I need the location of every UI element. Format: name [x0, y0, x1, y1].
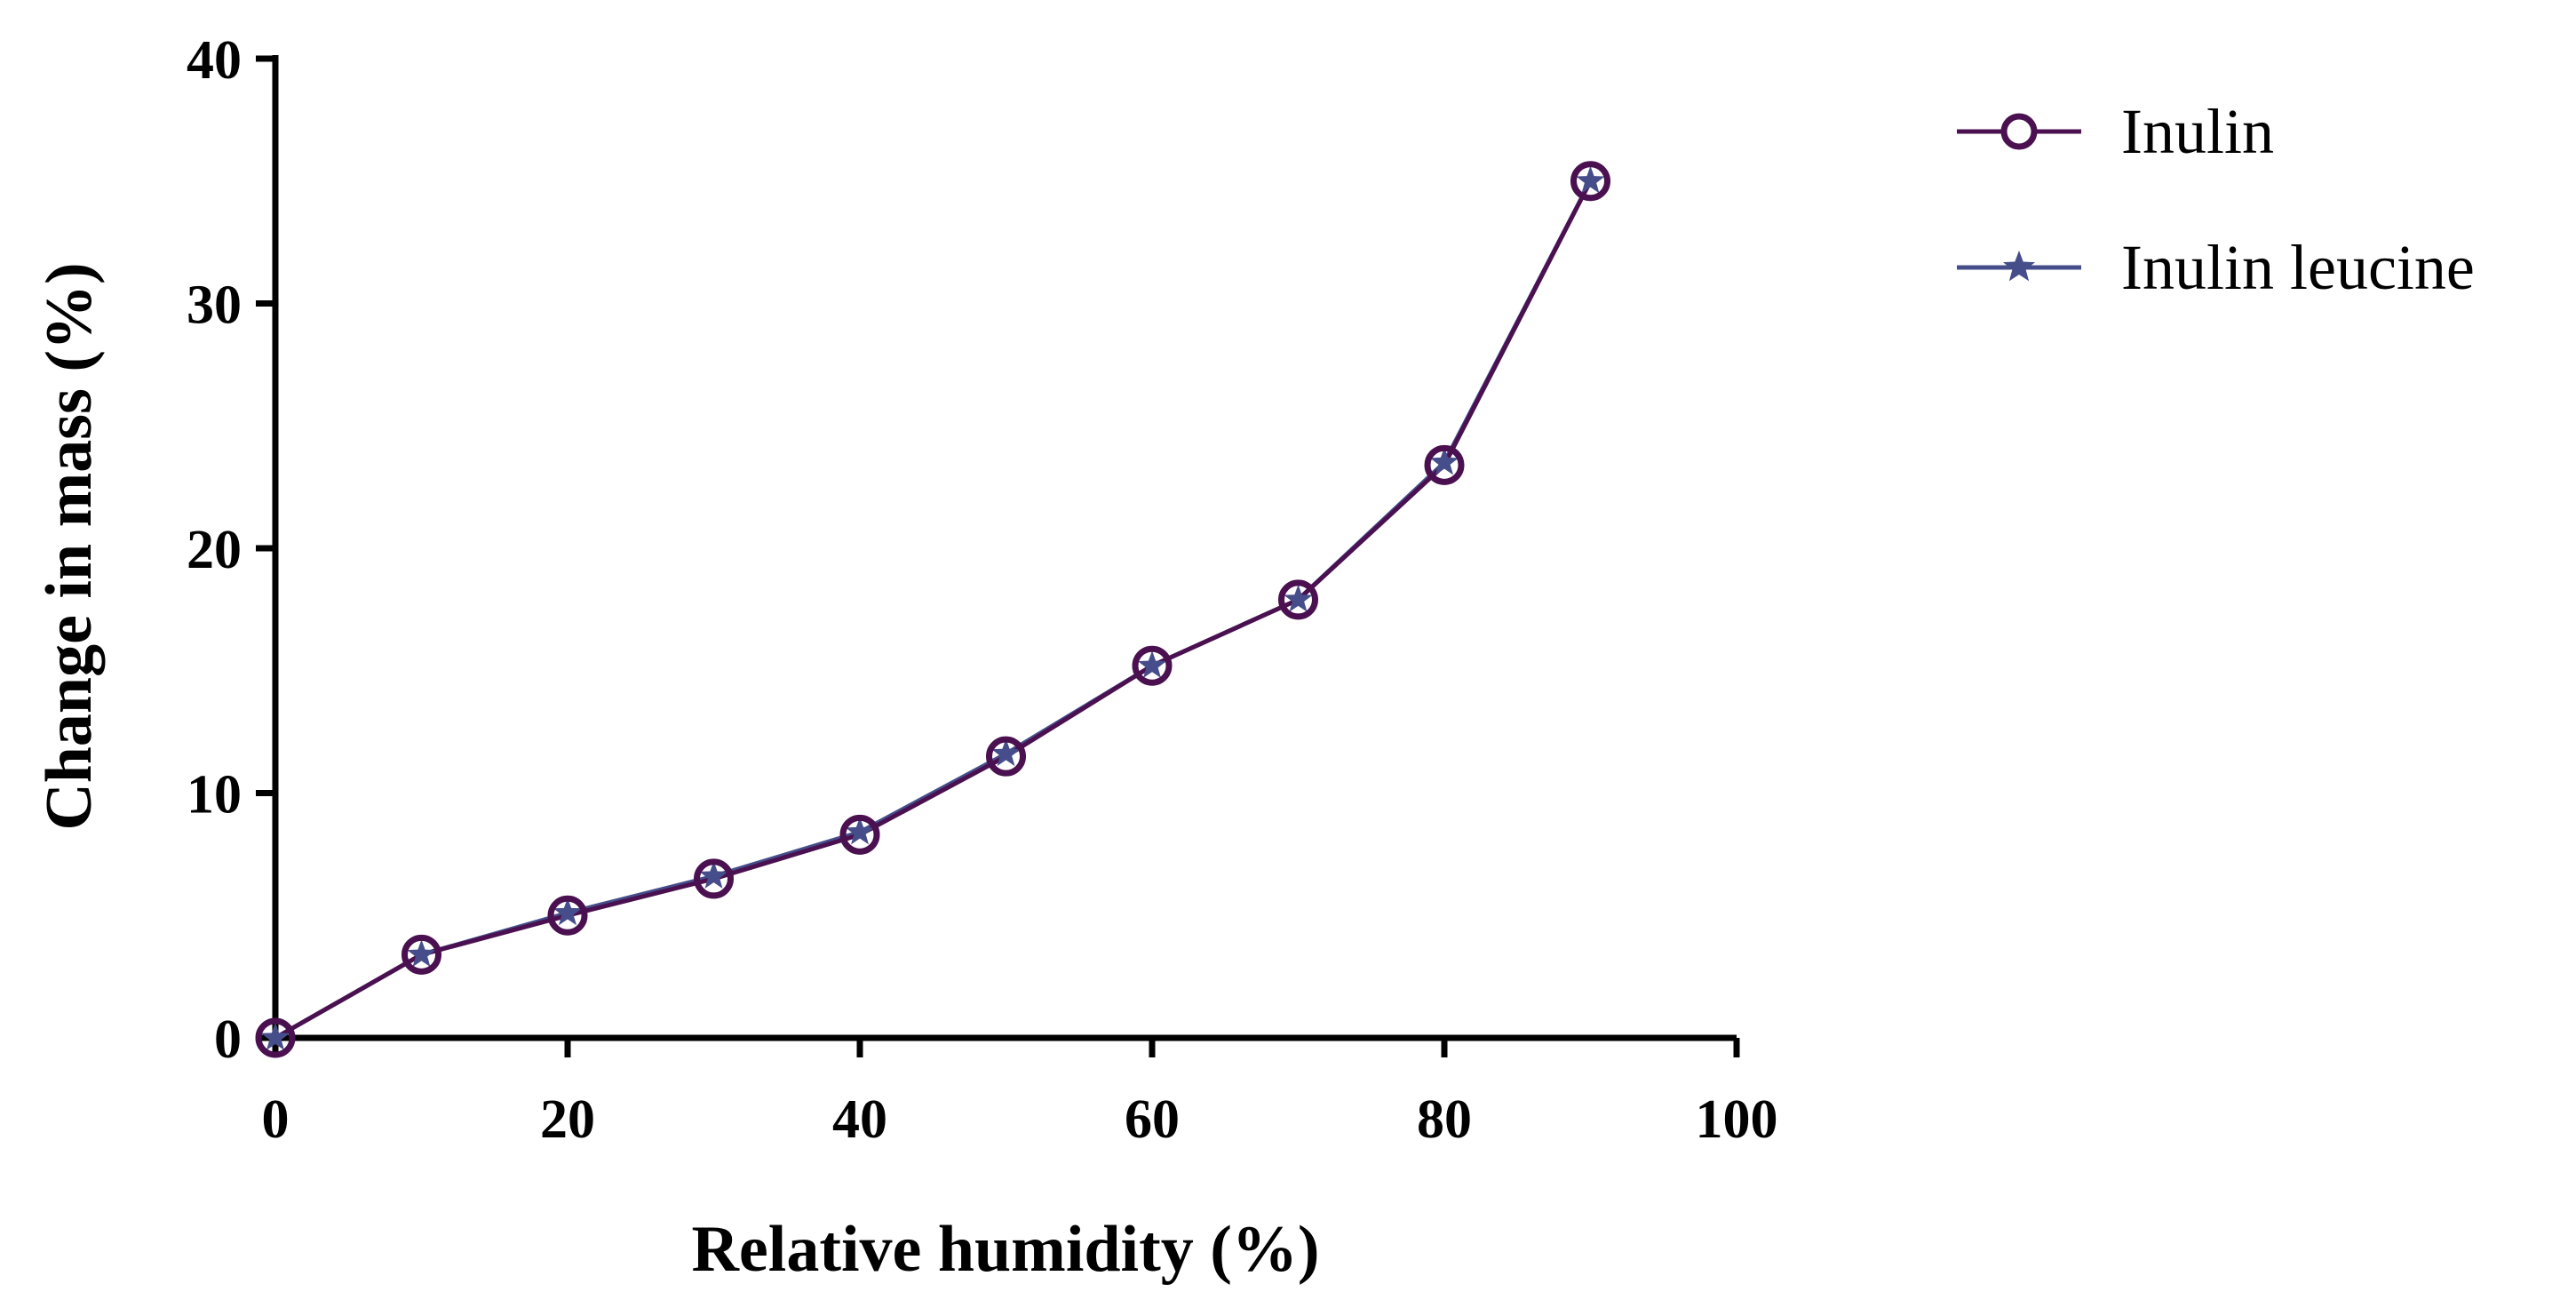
series-line-inulin	[274, 179, 1593, 1041]
data-point-inulin	[839, 814, 880, 855]
data-point-inulin	[694, 858, 734, 899]
data-point-inulin-leucine	[1576, 165, 1605, 194]
y-tick-label: 20	[187, 520, 242, 580]
y-tick-label: 30	[187, 275, 242, 336]
data-point-inulin	[1132, 645, 1173, 686]
data-point-inulin	[986, 736, 1026, 777]
x-axis-title: Relative humidity (%)	[691, 1213, 1319, 1286]
x-tick-label: 80	[1417, 1089, 1472, 1150]
data-point-inulin-leucine	[1137, 650, 1167, 678]
data-point-inulin-leucine	[260, 1023, 290, 1050]
data-point-inulin	[1278, 579, 1318, 620]
legend-label-inulin-leucine: Inulin leucine	[2121, 232, 2475, 303]
legend-star-icon	[2002, 251, 2036, 282]
data-point-inulin-leucine	[699, 861, 728, 889]
x-tick-label: 40	[832, 1089, 887, 1150]
plot-area	[255, 161, 1610, 1058]
x-tick-label: 0	[262, 1089, 290, 1150]
data-point-inulin-leucine	[1429, 447, 1459, 475]
x-tick-label: 60	[1125, 1089, 1180, 1150]
data-point-inulin	[547, 895, 588, 936]
data-point-inulin	[255, 1017, 296, 1058]
x-ticks: 0 20 40 60 80 100	[262, 1038, 1778, 1150]
data-point-inulin-leucine	[991, 738, 1021, 767]
legend-label-inulin: Inulin	[2121, 96, 2274, 167]
y-axis-title: Change in mass (%)	[33, 262, 106, 830]
legend: Inulin Inulin leucine	[1957, 96, 2475, 303]
data-point-inulin	[1424, 444, 1465, 485]
data-point-inulin-leucine	[845, 817, 875, 845]
y-tick-label: 0	[214, 1009, 242, 1070]
data-point-inulin	[1570, 161, 1610, 202]
data-point-inulin-leucine	[407, 939, 436, 968]
y-ticks: 0 10 20 30 40	[187, 30, 275, 1070]
data-point-inulin	[402, 934, 441, 975]
axes	[272, 55, 1737, 1041]
x-tick-label: 20	[540, 1089, 595, 1150]
legend-item-inulin-leucine: Inulin leucine	[1957, 232, 2475, 303]
data-point-inulin-leucine	[553, 897, 583, 926]
series-line-inulin-leucine	[274, 179, 1593, 1041]
legend-circle-icon	[2000, 113, 2038, 150]
y-tick-label: 40	[187, 30, 242, 91]
data-point-inulin-leucine	[1284, 584, 1313, 612]
x-tick-label: 100	[1696, 1089, 1778, 1150]
y-tick-label: 10	[187, 765, 242, 825]
legend-item-inulin: Inulin	[1957, 96, 2274, 167]
